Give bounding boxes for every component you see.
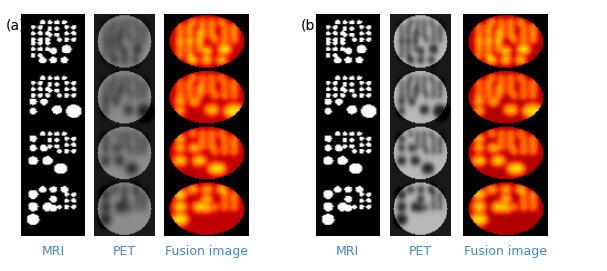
Text: MRI: MRI xyxy=(41,245,65,258)
Text: Fusion image: Fusion image xyxy=(165,245,248,258)
Text: (b): (b) xyxy=(300,19,320,33)
Text: Fusion image: Fusion image xyxy=(464,245,546,258)
Text: MRI: MRI xyxy=(336,245,359,258)
Text: PET: PET xyxy=(409,245,432,258)
Text: (a): (a) xyxy=(6,19,25,33)
Text: PET: PET xyxy=(113,245,136,258)
